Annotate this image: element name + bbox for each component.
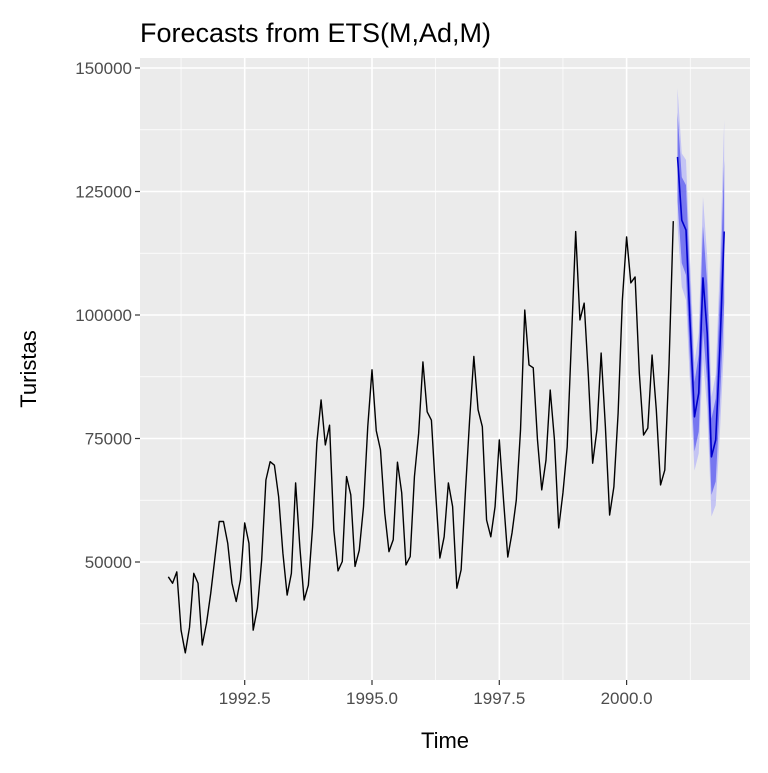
y-tick-label: 50000	[85, 553, 132, 572]
x-tick-label: 1995.0	[346, 689, 398, 708]
axes: 50000 75000 100000 125000 150000 1992.5 1995.0…	[75, 59, 652, 708]
x-tick-label: 1992.5	[219, 689, 271, 708]
y-tick-label: 150000	[75, 59, 132, 78]
history-line	[167, 221, 674, 654]
x-tick-label: 1997.5	[473, 689, 525, 708]
y-axis-label: Turistas	[16, 330, 41, 407]
series-lines	[167, 156, 725, 654]
prediction-interval-80	[677, 112, 725, 495]
y-tick-label: 100000	[75, 306, 132, 325]
x-axis-label: Time	[421, 728, 469, 753]
y-tick-label: 75000	[85, 430, 132, 449]
y-tick-label: 125000	[75, 183, 132, 202]
x-tick-label: 2000.0	[601, 689, 653, 708]
plot-panel	[140, 58, 750, 680]
forecast-mean-line	[676, 156, 725, 458]
chart-title: Forecasts from ETS(M,Ad,M)	[140, 18, 491, 48]
prediction-intervals	[677, 88, 725, 517]
